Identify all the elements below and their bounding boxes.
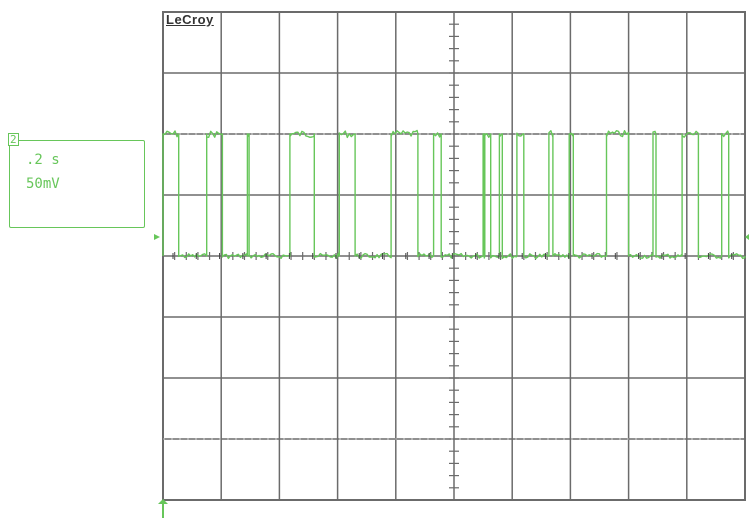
waveform-line bbox=[162, 129, 746, 260]
brand-logo: LeCroy bbox=[166, 12, 214, 27]
timebase-label: .2 s bbox=[26, 152, 60, 168]
channel-info-box bbox=[9, 140, 145, 228]
volts-per-div-label: 50mV bbox=[26, 176, 60, 192]
ground-marker bbox=[158, 499, 168, 504]
level-markers bbox=[154, 234, 749, 518]
channel-number-badge: 2 bbox=[8, 133, 19, 146]
trigger-level-marker bbox=[154, 234, 160, 240]
trigger-level-marker-right bbox=[745, 234, 749, 240]
waveform-trace bbox=[162, 129, 746, 260]
